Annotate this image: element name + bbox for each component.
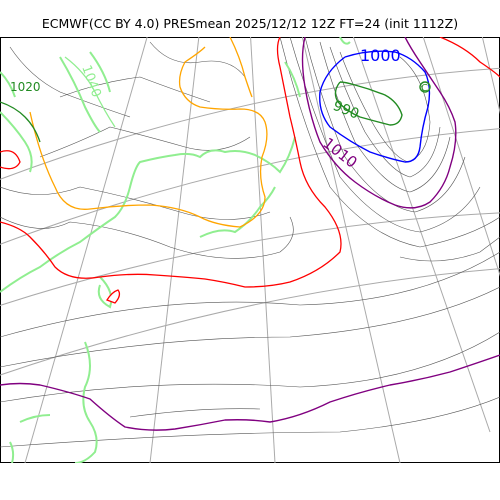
coastlines — [0, 37, 351, 463]
isobar-1020 — [0, 37, 342, 288]
isobar-1020-north — [0, 101, 41, 143]
map-frame — [0, 37, 500, 463]
isobar-1030-b — [229, 37, 253, 98]
isobar-1010 — [301, 37, 457, 209]
thin-isobars — [0, 37, 500, 448]
isobar-1020-east — [439, 37, 500, 78]
isobar-1030 — [29, 46, 268, 228]
isobar-1010-south — [0, 354, 500, 431]
isobar-1040 — [64, 56, 116, 128]
map-title: ECMWF(CC BY 4.0) PRESmean 2025/12/12 12Z… — [41, 16, 459, 31]
isobar-990 — [334, 81, 403, 126]
isobar-1020-west — [0, 150, 21, 170]
isobar-1000 — [319, 50, 431, 163]
isobar-1020-island — [106, 289, 121, 304]
label-1020: 1020 — [10, 80, 41, 94]
low-center-ring — [419, 81, 431, 93]
label-1000: 1000 — [360, 46, 401, 65]
pressure-map: 1000 990 1010 1040 1020 C — [0, 37, 500, 463]
low-center-marker: C — [421, 83, 428, 94]
graticule — [0, 37, 500, 463]
